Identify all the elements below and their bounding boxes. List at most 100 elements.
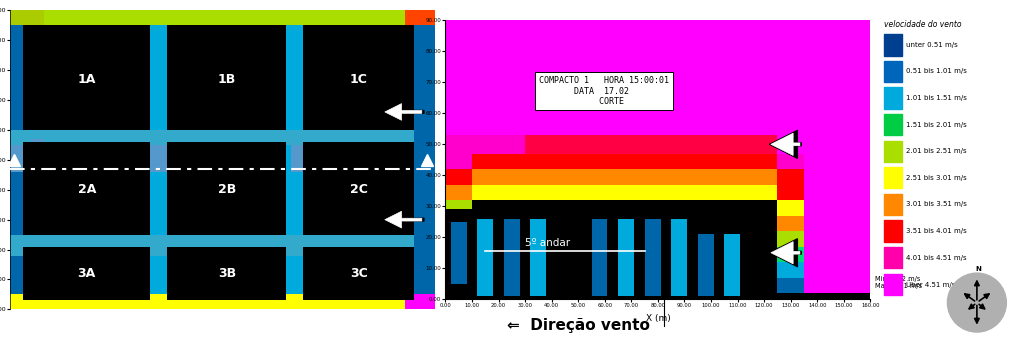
Bar: [777, 246, 804, 262]
Bar: [804, 135, 870, 206]
Circle shape: [947, 273, 1007, 332]
Bar: [393, 211, 406, 217]
Bar: [393, 106, 406, 112]
Bar: [23, 142, 151, 235]
Text: 3.51 bis 4.01 m/s: 3.51 bis 4.01 m/s: [905, 228, 967, 234]
Bar: [884, 141, 902, 162]
Text: ⇐  Direção vento: ⇐ Direção vento: [507, 318, 650, 333]
Bar: [10, 130, 414, 145]
Text: 1.01 bis 1.51 m/s: 1.01 bis 1.51 m/s: [905, 95, 967, 101]
Bar: [168, 142, 287, 235]
Text: velocidade do vento: velocidade do vento: [884, 20, 962, 29]
Bar: [592, 219, 607, 296]
Text: 5º andar: 5º andar: [525, 238, 570, 249]
Bar: [777, 293, 870, 299]
Bar: [777, 169, 804, 185]
Bar: [10, 294, 44, 309]
Bar: [884, 87, 902, 109]
Bar: [388, 112, 406, 118]
Bar: [32, 139, 44, 148]
Bar: [291, 145, 362, 172]
Bar: [884, 61, 902, 82]
Bar: [10, 294, 435, 309]
Bar: [384, 112, 406, 121]
Text: 2.01 bis 2.51 m/s: 2.01 bis 2.51 m/s: [905, 148, 967, 154]
Text: 1.51 bis 2.01 m/s: 1.51 bis 2.01 m/s: [905, 122, 967, 128]
Text: Über 4.51 m/s: Über 4.51 m/s: [905, 280, 955, 288]
Bar: [376, 217, 406, 228]
Bar: [445, 169, 472, 185]
Bar: [777, 216, 804, 231]
X-axis label: X (m): X (m): [645, 314, 671, 323]
Text: 4.01 bis 4.51 m/s: 4.01 bis 4.51 m/s: [905, 255, 967, 260]
Bar: [884, 114, 902, 135]
Bar: [777, 154, 804, 169]
Bar: [406, 294, 435, 309]
Bar: [777, 200, 804, 216]
Bar: [10, 145, 95, 172]
Bar: [884, 114, 902, 135]
Bar: [724, 234, 740, 296]
Text: 1A: 1A: [78, 72, 96, 86]
Bar: [303, 25, 414, 130]
Bar: [884, 220, 902, 242]
Bar: [445, 200, 472, 212]
Text: unter 0.51 m/s: unter 0.51 m/s: [905, 42, 957, 48]
Text: 3C: 3C: [350, 267, 368, 280]
Bar: [884, 61, 902, 82]
Bar: [645, 219, 660, 296]
Text: 0.51 bis 1.01 m/s: 0.51 bis 1.01 m/s: [905, 68, 967, 74]
Bar: [445, 154, 472, 169]
Bar: [10, 10, 44, 25]
Bar: [884, 274, 902, 295]
Bar: [884, 247, 902, 268]
Bar: [884, 247, 902, 268]
Bar: [884, 34, 902, 55]
Text: 1B: 1B: [218, 72, 237, 86]
Text: N: N: [975, 266, 981, 272]
Bar: [151, 145, 236, 172]
Bar: [697, 234, 714, 296]
Bar: [291, 130, 312, 145]
Bar: [777, 185, 804, 200]
Text: 1C: 1C: [350, 72, 368, 86]
Bar: [472, 154, 777, 169]
Bar: [406, 10, 435, 309]
Text: 2A: 2A: [78, 183, 96, 196]
Bar: [10, 235, 414, 256]
Bar: [671, 219, 687, 296]
Bar: [10, 10, 435, 25]
Bar: [884, 34, 902, 55]
Bar: [504, 219, 520, 296]
Bar: [525, 135, 777, 154]
Text: COMPACTO 1   HORA 15:00:01
       DATA  17.02
            CORTE: COMPACTO 1 HORA 15:00:01 DATA 17.02 CORT…: [539, 76, 669, 106]
Bar: [884, 274, 902, 295]
Bar: [23, 25, 151, 130]
Bar: [884, 220, 902, 242]
Bar: [168, 25, 287, 130]
Bar: [168, 246, 287, 301]
Text: 3.01 bis 3.51 m/s: 3.01 bis 3.51 m/s: [905, 201, 967, 207]
Bar: [384, 217, 406, 226]
Bar: [388, 217, 406, 223]
Bar: [884, 167, 902, 188]
Bar: [777, 277, 804, 293]
Bar: [376, 112, 406, 124]
Bar: [445, 212, 459, 222]
Bar: [151, 130, 172, 145]
Bar: [445, 209, 472, 299]
Text: Min: 0.52 m/s
Max: 5.21 m/s: Min: 0.52 m/s Max: 5.21 m/s: [874, 276, 922, 289]
Bar: [884, 194, 902, 215]
Text: 2C: 2C: [350, 183, 368, 196]
Text: 2.51 bis 3.01 m/s: 2.51 bis 3.01 m/s: [905, 175, 967, 181]
Bar: [451, 222, 467, 284]
Bar: [777, 262, 804, 277]
Bar: [884, 194, 902, 215]
Bar: [884, 141, 902, 162]
Bar: [10, 10, 32, 309]
Bar: [472, 200, 777, 299]
Bar: [10, 130, 32, 145]
Bar: [477, 219, 494, 296]
Bar: [445, 135, 525, 154]
Bar: [530, 219, 547, 296]
